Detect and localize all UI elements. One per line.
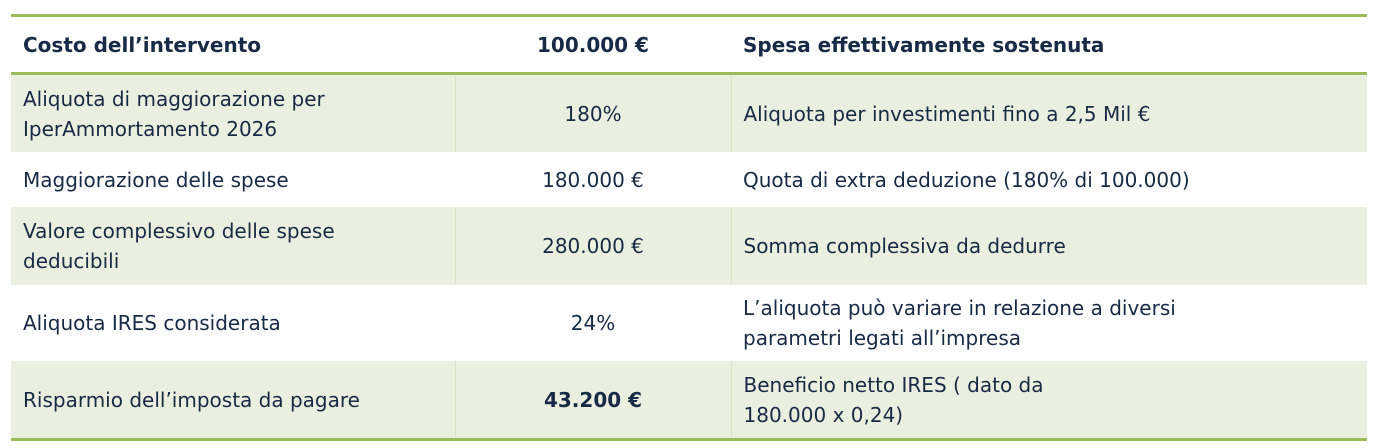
table-row: Risparmio dell’imposta da pagare 43.200 …: [11, 361, 1367, 441]
header-row: Costo dell’intervento 100.000 € Spesa ef…: [11, 14, 1367, 75]
table-row: Aliquota IRES considerata 24% L’aliquota…: [11, 285, 1367, 361]
row-description: Beneficio netto IRES ( dato da 180.000 x…: [730, 361, 1367, 441]
row-value: 43.200 €: [454, 361, 731, 441]
row-value: 180.000 €: [542, 167, 644, 192]
table-row: Aliquota di maggiorazione per IperAmmort…: [11, 73, 1367, 152]
ires-benefit-table: Costo dell’intervento 100.000 € Spesa ef…: [11, 14, 1367, 441]
row-label: Maggiorazione delle spese: [23, 167, 289, 192]
row-label: Aliquota di maggiorazione per IperAmmort…: [11, 73, 455, 152]
row-label: Aliquota IRES considerata: [23, 311, 281, 335]
row-label: Valore complessivo delle spese deducibil…: [11, 207, 455, 285]
table-row: Maggiorazione delle spese 180.000 € Quot…: [11, 152, 1367, 207]
row-description: Somma complessiva da dedurre: [730, 207, 1367, 285]
row-description: L’aliquota può variare in relazione a di…: [743, 296, 1176, 350]
table-row: Valore complessivo delle spese deducibil…: [11, 207, 1367, 285]
header-cost-value: 100.000 €: [455, 14, 731, 75]
row-value: 24%: [570, 311, 616, 335]
row-description: Quota di extra deduzione (180% di 100.00…: [743, 167, 1190, 192]
row-description: Aliquota per investimenti fino a 2,5 Mil…: [730, 73, 1367, 152]
header-description: Spesa effettivamente sostenuta: [731, 14, 1367, 75]
row-label: Risparmio dell’imposta da pagare: [11, 361, 455, 441]
row-value: 180%: [454, 73, 731, 152]
header-cost-label: Costo dell’intervento: [11, 14, 455, 75]
row-value: 280.000 €: [454, 207, 731, 285]
